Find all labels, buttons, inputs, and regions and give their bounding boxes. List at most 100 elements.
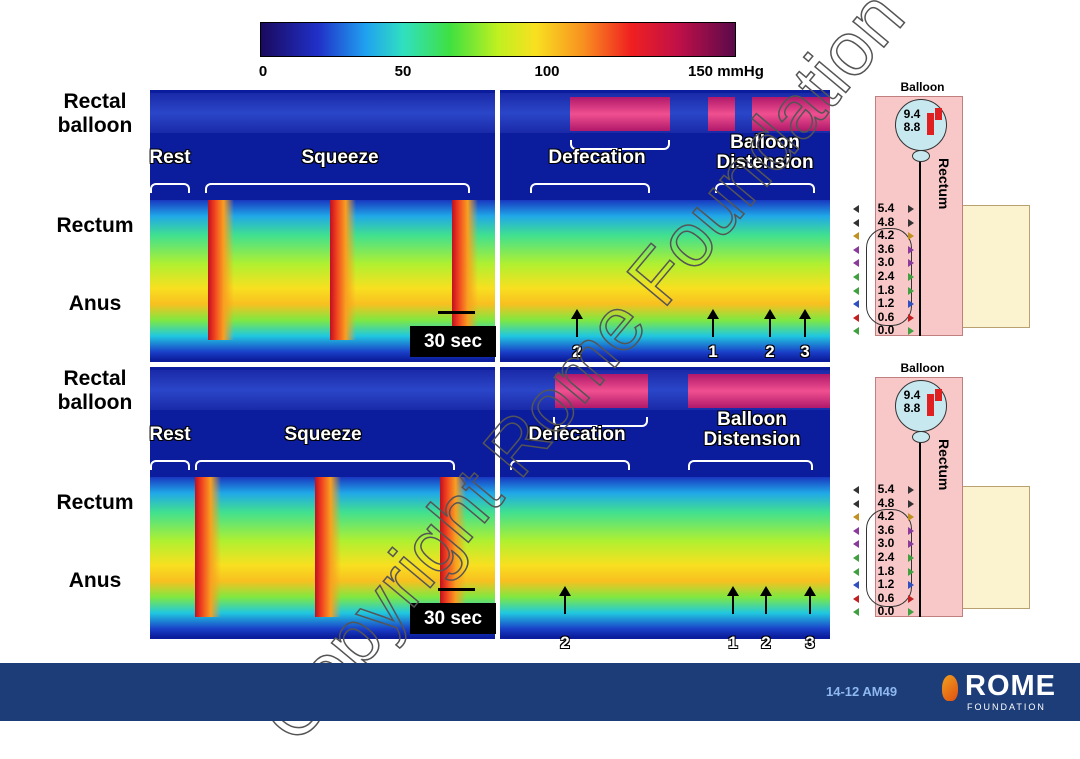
arrow-shaft: [564, 592, 566, 614]
arrow-head: [799, 309, 811, 319]
colorbar-label: 50: [394, 63, 412, 80]
sensor-label: 4.8: [877, 214, 895, 229]
row-label: Rectal balloon: [57, 90, 133, 137]
balloon-volume: 8.8: [903, 120, 921, 134]
sensor-label: 4.8: [877, 495, 895, 510]
brace: [553, 417, 648, 427]
flag: [927, 394, 934, 416]
brace: [150, 183, 190, 193]
sensor-label: 0.6: [877, 309, 895, 324]
arrow-head: [571, 309, 583, 319]
phase-label: Balloon Distension: [703, 409, 801, 450]
sensor-marker: [908, 513, 914, 522]
balloon-volume: 9.4: [903, 107, 921, 121]
phase-label: Rest: [149, 424, 191, 445]
sensor-marker: [908, 581, 914, 590]
sensor-marker: [908, 594, 914, 603]
sensor-marker: [908, 273, 914, 281]
heatmap: [500, 477, 830, 637]
sensor-marker: [853, 232, 859, 241]
sensor-label: 4.2: [877, 509, 895, 524]
phase-label: Defecation: [528, 424, 626, 445]
balloon: [895, 99, 947, 151]
sensor-marker: [908, 526, 914, 535]
sensor-marker: [908, 259, 914, 268]
brace: [688, 460, 813, 470]
balloon-strip: [150, 370, 495, 410]
phase-label: Balloon Distension: [716, 132, 814, 173]
row-label: Anus: [68, 569, 122, 592]
logo-sub: FOUNDATION: [967, 702, 1046, 712]
arrow-label: 3: [800, 342, 810, 361]
footer-bar: [0, 663, 1080, 721]
diagram-title: Balloon: [900, 361, 945, 375]
sensor-label: 1.2: [877, 296, 895, 311]
sensor-label: 3.0: [877, 536, 895, 551]
pressure-peak: [195, 477, 221, 617]
sensor-marker: [908, 313, 914, 322]
scale-line: [438, 588, 475, 591]
phase-label: Rest: [149, 147, 191, 168]
flag: [927, 113, 934, 135]
slide-code: 14-12 AM49: [826, 684, 898, 699]
scale-bar: 30 sec: [410, 603, 496, 634]
sensor-label: 1.8: [877, 282, 895, 297]
arrow-label: 2: [572, 342, 582, 361]
sensor-label: 4.2: [877, 228, 895, 243]
sensor-marker: [853, 486, 859, 494]
sensor-marker: [908, 499, 914, 508]
phase-label: Squeeze: [284, 424, 362, 445]
sensor-label: 1.2: [877, 577, 895, 592]
sensor-marker: [853, 313, 859, 322]
arrow-shaft: [809, 592, 811, 614]
sensor-label: 2.4: [877, 550, 895, 564]
row-label: Rectal balloon: [57, 367, 133, 414]
row-label: Anus: [68, 292, 122, 315]
sensor-marker: [853, 286, 859, 295]
arrow-head: [760, 586, 772, 596]
arrow-shaft: [769, 315, 771, 337]
arrow-label: 1: [728, 633, 738, 652]
brace: [150, 460, 190, 470]
arrow-head: [559, 586, 571, 596]
sensor-marker: [853, 581, 859, 590]
sensor-label: 3.6: [877, 241, 895, 256]
sensor-label: 0.0: [877, 323, 895, 338]
pressure-peak: [452, 200, 478, 340]
flag: [935, 389, 942, 401]
arrow-label: 1: [708, 342, 718, 361]
sensor-label: 1.8: [877, 563, 895, 578]
sensor-marker: [853, 218, 859, 227]
balloon-pressure: [708, 97, 735, 131]
sensor-marker: [853, 554, 859, 562]
colorbar-label: 0: [258, 63, 268, 80]
sensor-label: 5.4: [877, 482, 895, 496]
brace: [510, 460, 630, 470]
sensor-marker: [853, 594, 859, 603]
flag: [935, 108, 942, 120]
sensor-marker: [908, 205, 914, 213]
sensor-marker: [853, 327, 859, 336]
sensor-marker: [908, 218, 914, 227]
sensor-marker: [908, 554, 914, 562]
brace: [205, 183, 470, 193]
sensor-label: 0.0: [877, 604, 895, 619]
heatmap: [500, 200, 830, 360]
arrow-head: [764, 309, 776, 319]
scale-bar: 30 sec: [410, 326, 496, 357]
balloon-volume: 8.8: [903, 401, 921, 415]
arrow-shaft: [576, 315, 578, 337]
sensor-marker: [908, 327, 914, 336]
logo-flame: [942, 675, 958, 701]
balloon-pressure: [688, 374, 830, 408]
sensor-marker: [853, 526, 859, 535]
sensor-marker: [853, 608, 859, 617]
phase-label: Defecation: [548, 147, 646, 168]
arrow-shaft: [732, 592, 734, 614]
pressure-peak: [208, 200, 234, 340]
arrow-head: [727, 586, 739, 596]
colorbar: [260, 22, 736, 57]
sensor-marker: [853, 513, 859, 522]
colorbar-label: 100: [534, 63, 560, 80]
arrow-shaft: [765, 592, 767, 614]
